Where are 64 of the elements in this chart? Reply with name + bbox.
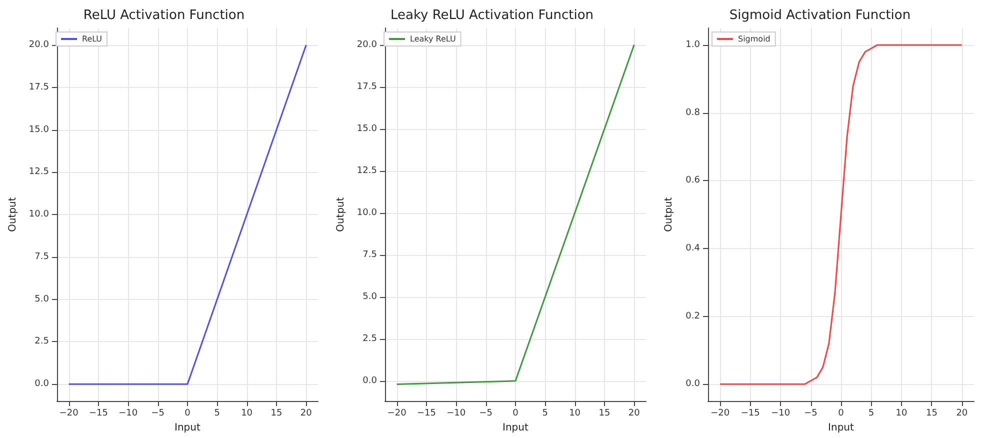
legend-label: Leaky ReLU — [410, 34, 456, 44]
y-tick-label: 12.5 — [28, 167, 49, 178]
x-axis-title: Input — [174, 422, 200, 434]
x-tick-label: −15 — [740, 408, 760, 419]
x-tick-label: −5 — [804, 408, 818, 419]
x-tick-label: 10 — [896, 408, 908, 419]
x-tick-label: −5 — [479, 408, 492, 419]
x-tick-label: 5 — [214, 408, 220, 419]
y-tick-label: 1.0 — [686, 40, 700, 50]
x-tick-label: 10 — [241, 408, 253, 419]
x-axis-title: Input — [828, 422, 854, 434]
y-tick-label: 2.5 — [34, 336, 49, 347]
y-tick-label: 0.4 — [686, 243, 700, 254]
x-tick-label: −15 — [88, 408, 108, 419]
legend-label: Sigmoid — [738, 34, 770, 44]
y-axis-title: Output — [664, 197, 674, 232]
y-tick-label: 0.0 — [362, 376, 378, 386]
y-tick-label: 0.0 — [34, 379, 50, 390]
y-tick-label: 0.6 — [686, 176, 700, 186]
y-tick-label: 7.5 — [34, 252, 49, 262]
line-series — [719, 44, 963, 385]
y-axis-title: Output — [336, 197, 346, 232]
y-tick-label: 20.0 — [28, 40, 50, 50]
x-tick-label: 5 — [868, 408, 874, 419]
x-tick-label: −10 — [446, 408, 466, 419]
y-tick-label: 5.0 — [362, 292, 378, 302]
y-tick-label: 17.5 — [28, 82, 49, 92]
y-tick-label: 2.5 — [362, 334, 377, 344]
y-tick-label: 7.5 — [362, 250, 377, 260]
y-tick-label: 0.0 — [686, 379, 700, 390]
y-tick-label: 10.0 — [28, 210, 50, 220]
x-tick-label: 10 — [569, 408, 581, 419]
x-tick-label: −10 — [118, 408, 138, 419]
x-tick-label: 0 — [184, 408, 191, 419]
x-tick-label: 20 — [956, 408, 968, 419]
y-tick-label: 17.5 — [356, 82, 377, 92]
y-tick-label: 15.0 — [28, 124, 50, 135]
y-tick-label: 5.0 — [34, 294, 50, 304]
x-tick-label: −20 — [387, 408, 407, 419]
x-tick-label: 20 — [300, 408, 312, 419]
y-tick-label: 15.0 — [356, 124, 378, 134]
y-tick-label: 10.0 — [356, 208, 378, 218]
x-tick-label: 5 — [542, 408, 548, 419]
x-tick-label: 15 — [270, 408, 282, 419]
x-tick-label: −15 — [416, 408, 436, 419]
x-axis-title: Input — [502, 422, 528, 434]
x-tick-label: −20 — [59, 408, 79, 419]
y-tick-label: 20.0 — [356, 40, 378, 50]
y-tick-label: 0.8 — [686, 108, 700, 118]
chart-title: Sigmoid Activation Function — [729, 8, 911, 23]
chart-title: Leaky ReLU Activation Function — [390, 8, 594, 23]
y-tick-label: 12.5 — [356, 166, 377, 176]
y-tick-label: 0.2 — [686, 311, 700, 322]
x-tick-label: 0 — [512, 408, 519, 419]
x-tick-label: −20 — [710, 408, 730, 419]
x-tick-label: 20 — [628, 408, 640, 419]
x-tick-label: −10 — [771, 408, 790, 419]
x-tick-label: 15 — [598, 408, 610, 419]
x-tick-label: −5 — [151, 408, 164, 419]
x-tick-label: 15 — [926, 408, 938, 419]
x-tick-label: 0 — [838, 408, 844, 419]
legend-label: ReLU — [82, 34, 102, 44]
y-axis-title: Output — [8, 197, 18, 232]
chart-title: ReLU Activation Function — [83, 8, 245, 23]
